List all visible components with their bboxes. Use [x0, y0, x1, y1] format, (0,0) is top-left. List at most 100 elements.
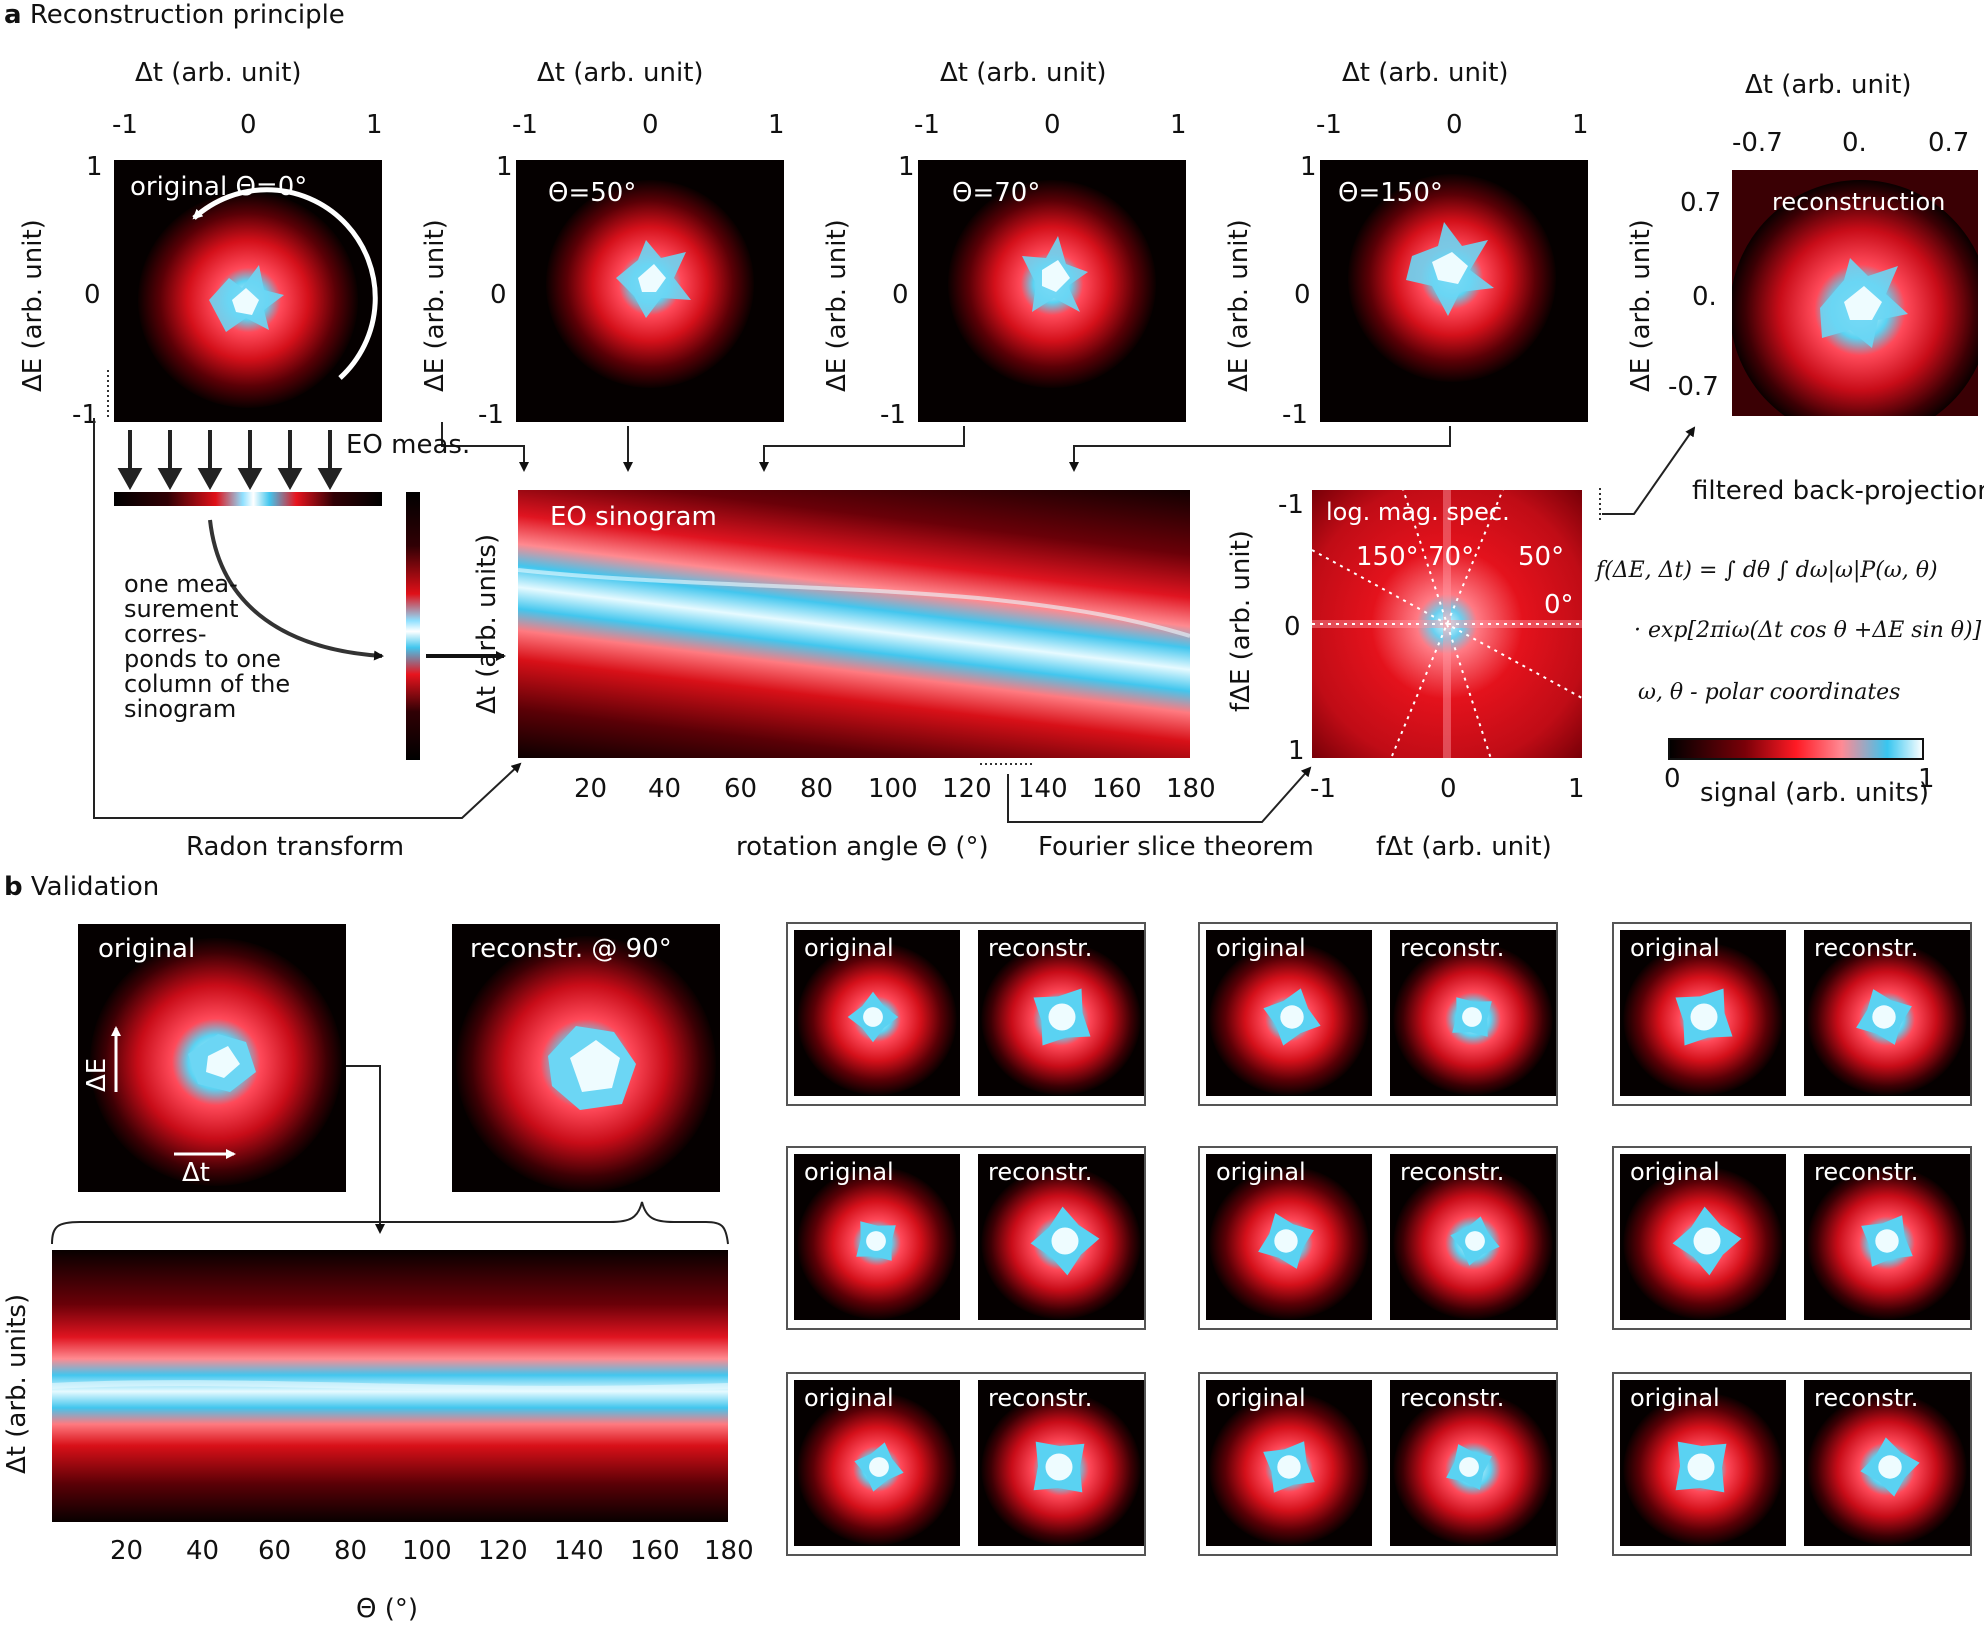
pair-original-image: original [1620, 930, 1786, 1096]
pair-reconstr-label: reconstr. [1400, 1158, 1505, 1186]
validation-xticks: 20 40 60 80 100 120 140 160 180 [52, 1536, 754, 1568]
eo-meas-label: EO meas. [346, 432, 470, 458]
spec-xtick-neg1: -1 [1310, 774, 1336, 804]
pair-original-image: original [794, 930, 960, 1096]
sxtick-120: 120 [942, 774, 992, 804]
angle-50-label: 50° [1518, 542, 1565, 572]
panel-a-title: Reconstruction principle [29, 0, 345, 30]
reconstruction-svg [1732, 170, 1978, 416]
spectrum-xlabel: fΔt (arb. unit) [1376, 832, 1552, 862]
tick-neg1-3: -1 [914, 110, 940, 140]
angle-0-label: 0° [1544, 590, 1574, 620]
pair-image-svg [1620, 1380, 1786, 1546]
vxtick-40: 40 [186, 1536, 220, 1566]
pair-image-svg [794, 1154, 960, 1320]
pair-original-label: original [1630, 1158, 1720, 1186]
signal-colorbar [1668, 738, 1924, 760]
eo-sinogram-label: EO sinogram [550, 502, 717, 532]
tick-1-2: 1 [768, 110, 785, 140]
validation-original-label: original [98, 934, 196, 964]
sxtick-20: 20 [574, 774, 608, 804]
validation-sinogram [52, 1250, 728, 1522]
pair-image-svg [794, 1380, 960, 1546]
pair-image-svg [1804, 1154, 1970, 1320]
validation-xlabel: Θ (°) [356, 1594, 419, 1624]
vxtick-140: 140 [554, 1536, 604, 1566]
pair-original-label: original [1216, 1384, 1306, 1412]
pair-original-label: original [1630, 1384, 1720, 1412]
pair-reconstr-image: reconstr. [978, 1380, 1144, 1546]
ytick-0-e: 0. [1692, 282, 1717, 312]
one-measurement-text: one mea- surement corres- ponds to one c… [124, 572, 290, 722]
pair-image-svg [1620, 1154, 1786, 1320]
pair-image-svg [1804, 1380, 1970, 1546]
one-measurement-line-3: corres- [124, 620, 207, 648]
angle-150-label: 150° [1356, 542, 1419, 572]
fbp-label: filtered back-projection [1692, 476, 1984, 506]
validation-pair-panel: original reconstr. [1612, 1146, 1972, 1330]
ytick-neg1-c: -1 [880, 400, 906, 430]
one-measurement-line-2: surement [124, 595, 239, 623]
vxtick-60: 60 [258, 1536, 292, 1566]
validation-pair-panel: original reconstr. [1198, 922, 1558, 1106]
pair-reconstr-image: reconstr. [1390, 930, 1556, 1096]
pair-original-image: original [1206, 930, 1372, 1096]
validation-sinogram-ylabel: Δt (arb. units) [2, 1293, 32, 1474]
panel-b-heading: b Validation [4, 872, 159, 902]
tick-0-3: 0 [1044, 110, 1061, 140]
validation-pair-panel: original reconstr. [786, 1146, 1146, 1330]
eo-sinogram: EO sinogram [518, 490, 1190, 758]
dt-axis-label-2: Δt (arb. unit) [537, 58, 704, 88]
vxtick-160: 160 [630, 1536, 680, 1566]
formula-line-2: · exp[2πiω(Δt cos θ +ΔE sin θ)] [1634, 618, 1982, 643]
theta150-svg [1320, 160, 1588, 422]
theta150-image: Θ=150° [1320, 160, 1588, 422]
panel-a-heading: a Reconstruction principle [4, 0, 345, 30]
sxtick-100: 100 [868, 774, 918, 804]
one-measurement-line-6: sinogram [124, 695, 237, 723]
sxtick-160: 160 [1092, 774, 1142, 804]
tick-1-1: 1 [366, 110, 383, 140]
colorbar-max: 1 [1918, 764, 1935, 794]
pair-original-image: original [1206, 1154, 1372, 1320]
pair-reconstr-label: reconstr. [988, 1384, 1093, 1412]
fourier-slice-label: Fourier slice theorem [1038, 832, 1314, 862]
validation-pair-panel: original reconstr. [1612, 1372, 1972, 1556]
colorbar-label: signal (arb. units) [1700, 778, 1930, 808]
eo-meas-text: EO meas. [346, 430, 471, 460]
pair-original-image: original [1620, 1380, 1786, 1546]
original-image: original Θ=0° [114, 160, 382, 422]
spec-ytick-neg1: -1 [1278, 490, 1304, 520]
ytick-0-d: 0 [1294, 280, 1311, 310]
pair-reconstr-label: reconstr. [1400, 934, 1505, 962]
theta50-label: Θ=50° [548, 178, 637, 208]
panel-a-letter: a [4, 0, 22, 30]
tick-1-3: 1 [1170, 110, 1187, 140]
pair-image-svg [978, 1380, 1144, 1546]
original-theta0-label: original Θ=0° [130, 172, 308, 202]
ytick-1-b: 1 [496, 152, 513, 182]
theta150-label: Θ=150° [1338, 178, 1443, 208]
dt-arrow-label: Δt [182, 1158, 210, 1188]
pair-reconstr-image: reconstr. [1390, 1154, 1556, 1320]
ytick-0-c: 0 [892, 280, 909, 310]
pair-reconstr-image: reconstr. [1804, 1154, 1970, 1320]
sinogram-xlabel: rotation angle Θ (°) [736, 832, 989, 862]
pair-original-label: original [1216, 1158, 1306, 1186]
ytick-0-b: 0 [490, 280, 507, 310]
reconstruction-image: reconstruction [1732, 170, 1978, 416]
theta50-image: Θ=50° [516, 160, 784, 422]
pair-reconstr-label: reconstr. [1814, 934, 1919, 962]
one-measurement-line-4: ponds to one [124, 645, 281, 673]
spectrum-label: log. mag. spec. [1326, 498, 1510, 526]
angle-70-label: 70° [1428, 542, 1475, 572]
ytick-neg1-d: -1 [1282, 400, 1308, 430]
tick-neg1-1: -1 [112, 110, 138, 140]
sxtick-140: 140 [1018, 774, 1068, 804]
pair-original-label: original [1630, 934, 1720, 962]
pair-original-image: original [794, 1154, 960, 1320]
panel-b-title: Validation [30, 872, 160, 902]
validation-original-svg [78, 924, 346, 1192]
sxtick-60: 60 [724, 774, 758, 804]
reconstruction-label: reconstruction [1772, 188, 1946, 216]
